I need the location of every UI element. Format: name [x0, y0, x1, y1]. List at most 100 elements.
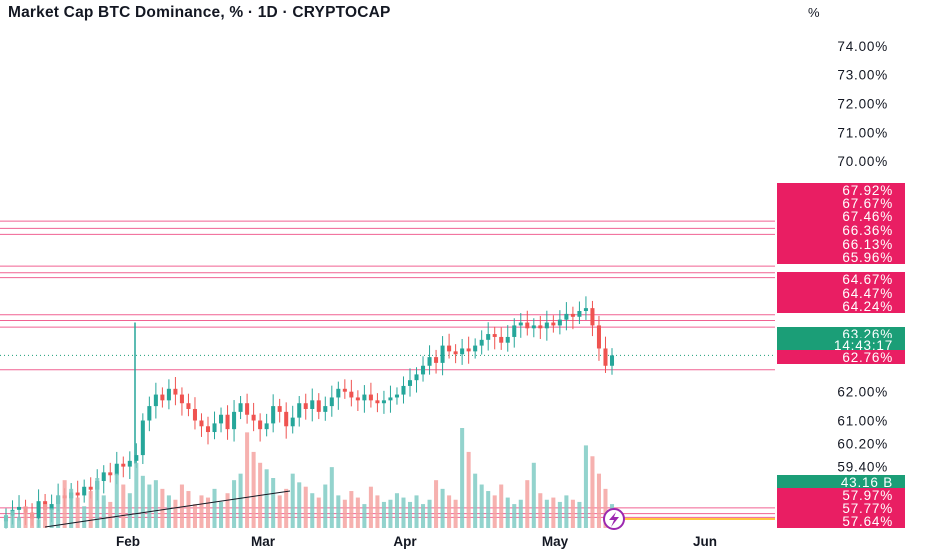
price-tag: 64.67% — [777, 272, 905, 287]
volume-bar — [219, 501, 224, 528]
candle — [192, 408, 197, 421]
candle — [564, 313, 569, 320]
volume-bar — [114, 473, 119, 528]
volume-bar — [427, 499, 432, 528]
candle — [108, 472, 113, 476]
candle — [486, 334, 491, 340]
volume-bar — [531, 462, 536, 528]
candle — [75, 492, 80, 496]
candle — [17, 506, 22, 510]
price-tag-label: 64.24% — [842, 299, 893, 314]
volume-bar — [17, 517, 22, 528]
candle — [88, 486, 93, 490]
volume-bar — [460, 428, 465, 528]
candle — [49, 504, 54, 510]
volume-bar — [349, 491, 354, 528]
candle — [368, 394, 373, 401]
price-tag: 66.13% — [777, 237, 905, 252]
volume-bar — [277, 495, 282, 528]
volume-bar — [421, 504, 426, 528]
volume-bar — [375, 495, 380, 528]
candle — [310, 400, 315, 409]
candle — [394, 394, 399, 398]
price-tag-bg — [777, 223, 905, 237]
price-tag-label: 67.92% — [842, 183, 893, 198]
volume-bar — [303, 486, 308, 528]
candle — [232, 411, 237, 430]
price-tag: 57.97% — [777, 488, 905, 503]
candle — [538, 325, 543, 329]
volume-bar — [127, 493, 132, 528]
candle — [512, 325, 517, 337]
candle — [557, 319, 562, 326]
price-tag: 62.76% — [777, 350, 905, 365]
price-tag-bg — [777, 209, 905, 223]
candle — [381, 400, 386, 404]
trend-line — [44, 490, 291, 528]
volume-bar — [245, 432, 250, 528]
candle — [421, 365, 426, 375]
volume-bar — [43, 504, 48, 528]
volume-bar — [407, 501, 413, 528]
candle — [603, 348, 608, 366]
price-tag-bg — [777, 350, 905, 364]
candle — [505, 336, 510, 343]
price-tag: 64.47% — [777, 286, 905, 301]
volume-bar — [336, 495, 341, 528]
candle — [140, 420, 145, 456]
volume-bar — [284, 488, 289, 528]
volume-bar — [388, 499, 393, 528]
x-tick-label: Jun — [693, 534, 717, 549]
volume-bar — [479, 484, 484, 528]
volume-bar — [101, 495, 106, 528]
chart-title: Market Cap BTC Dominance, % · 1D · CRYPT… — [8, 4, 391, 21]
y-tick-label: 62.00% — [837, 385, 888, 400]
price-tag-label: 65.96% — [842, 250, 893, 265]
y-tick-label: 59.40% — [837, 460, 888, 475]
candle — [297, 403, 302, 418]
volume-bar — [492, 495, 497, 528]
volume-bar — [205, 497, 211, 528]
candle — [323, 406, 328, 412]
y-tick-label: 73.00% — [837, 68, 888, 83]
candle — [114, 463, 119, 476]
candle — [179, 394, 184, 404]
volume-bar — [62, 480, 67, 528]
volume-bar — [590, 456, 595, 528]
volume-bar — [251, 451, 256, 528]
volume-bar — [225, 493, 230, 528]
candle — [101, 472, 106, 482]
candle — [349, 391, 354, 398]
volume-bar — [160, 488, 165, 528]
candle — [134, 455, 139, 461]
volume-bar — [316, 497, 321, 528]
volume-bar — [30, 512, 35, 528]
volume-bar — [199, 495, 204, 528]
x-tick-label: May — [542, 534, 569, 549]
volume-bar — [512, 504, 517, 528]
candle — [388, 397, 393, 401]
price-tag-label: 57.97% — [842, 488, 893, 503]
candle — [355, 397, 360, 401]
volume-bar — [179, 484, 184, 528]
volume-bar — [362, 504, 367, 528]
x-tick-label: Feb — [116, 534, 140, 549]
volume-bar — [525, 480, 530, 528]
volume-bar — [381, 501, 386, 528]
candle — [544, 322, 549, 329]
volume-bar — [134, 462, 139, 528]
candle — [518, 322, 523, 326]
price-tag-label: 62.76% — [842, 350, 893, 365]
volume-bar — [486, 491, 491, 528]
candle — [238, 403, 243, 412]
candle — [342, 388, 347, 392]
candle — [407, 380, 413, 386]
candle — [166, 388, 171, 401]
price-tag: 67.92% — [777, 183, 905, 198]
candle — [577, 311, 582, 317]
volume-bar — [329, 467, 334, 528]
volume-bar — [538, 493, 543, 528]
price-tag-label: 43.16 B — [841, 475, 893, 490]
